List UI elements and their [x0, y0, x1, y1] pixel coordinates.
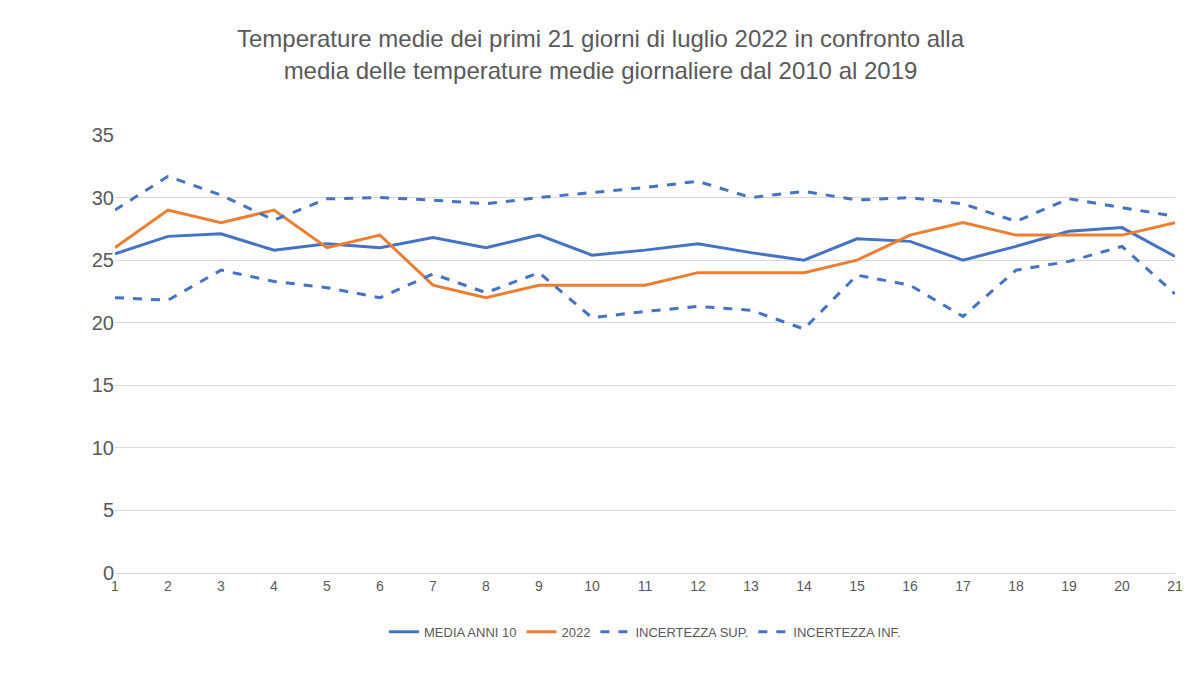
svg-text:3: 3	[217, 578, 225, 594]
svg-text:INCERTEZZA INF.: INCERTEZZA INF.	[793, 625, 900, 640]
svg-text:17: 17	[955, 578, 971, 594]
svg-text:19: 19	[1061, 578, 1077, 594]
svg-text:20: 20	[1114, 578, 1130, 594]
svg-text:2: 2	[164, 578, 172, 594]
svg-text:18: 18	[1008, 578, 1024, 594]
svg-text:MEDIA ANNI 10: MEDIA ANNI 10	[424, 625, 516, 640]
svg-text:25: 25	[92, 249, 114, 271]
svg-text:13: 13	[743, 578, 759, 594]
svg-text:0: 0	[103, 562, 114, 584]
svg-text:12: 12	[690, 578, 706, 594]
svg-text:2022: 2022	[561, 625, 590, 640]
svg-text:5: 5	[103, 499, 114, 521]
svg-text:15: 15	[849, 578, 865, 594]
svg-text:INCERTEZZA SUP.: INCERTEZZA SUP.	[635, 625, 748, 640]
svg-text:9: 9	[535, 578, 543, 594]
svg-text:20: 20	[92, 312, 114, 334]
svg-text:6: 6	[376, 578, 384, 594]
svg-text:16: 16	[902, 578, 918, 594]
svg-text:Temperature medie dei primi 21: Temperature medie dei primi 21 giorni di…	[237, 25, 965, 83]
svg-text:5: 5	[323, 578, 331, 594]
svg-text:4: 4	[270, 578, 278, 594]
svg-text:10: 10	[92, 437, 114, 459]
svg-text:8: 8	[482, 578, 490, 594]
svg-text:30: 30	[92, 187, 114, 209]
svg-text:7: 7	[429, 578, 437, 594]
svg-text:21: 21	[1167, 578, 1183, 594]
svg-text:1: 1	[111, 578, 119, 594]
svg-text:11: 11	[638, 578, 653, 594]
svg-text:15: 15	[92, 374, 114, 396]
svg-text:10: 10	[584, 578, 600, 594]
svg-text:14: 14	[796, 578, 812, 594]
svg-text:35: 35	[92, 124, 114, 146]
